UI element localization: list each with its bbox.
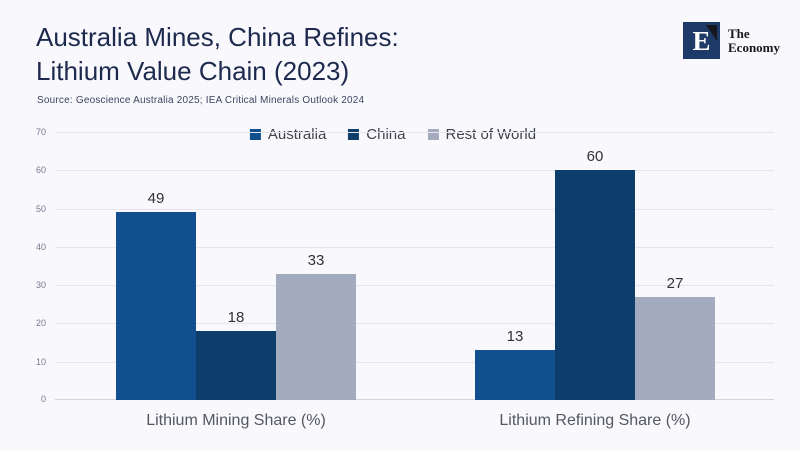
- gridline-y0: [55, 399, 774, 400]
- bar-australia: 49: [116, 190, 196, 400]
- gridline-y30: [55, 285, 774, 286]
- gridline-y60: [55, 170, 774, 171]
- y-tick-label: 40: [35, 242, 46, 252]
- bar-rest-of-world: 33: [276, 252, 356, 400]
- bar-value-label: 13: [506, 328, 524, 345]
- chart-legend: Australia China Rest of World: [249, 126, 536, 143]
- logo-mark: E: [683, 22, 720, 59]
- y-tick-label: 60: [35, 165, 46, 175]
- gridline-y40: [55, 247, 774, 248]
- logo-wordmark-line2: Economy: [728, 40, 780, 55]
- bar-group-2: 13 60 27: [475, 132, 715, 400]
- logo-wordmark-line1: The: [728, 26, 750, 41]
- legend-swatch-icon: [249, 129, 261, 140]
- source-note: Source: Geoscience Australia 2025; IEA C…: [37, 95, 365, 106]
- legend-label: Rest of World: [445, 126, 537, 143]
- x-category-label: Lithium Refining Share (%): [499, 412, 691, 429]
- bar-value-label: 49: [147, 190, 165, 207]
- gridline-y70: [55, 132, 774, 133]
- logo-wedge-icon: [706, 25, 717, 41]
- legend-item-rest-of-world: Rest of World: [427, 126, 536, 143]
- logo-wordmark: The Economy: [728, 27, 780, 59]
- legend-swatch-icon: [348, 129, 360, 140]
- bar-value-label: 60: [586, 148, 604, 165]
- chart-title-line1: Australia Mines, China Refines:: [36, 22, 399, 52]
- bar-rest-of-world: 27: [635, 275, 715, 400]
- legend-item-australia: Australia: [249, 126, 327, 143]
- logo-letter: E: [692, 25, 711, 56]
- legend-label: China: [366, 126, 406, 143]
- x-category-label: Lithium Mining Share (%): [146, 412, 326, 429]
- bar-value-label: 27: [666, 275, 684, 292]
- chart-title-line2: Lithium Value Chain (2023): [36, 56, 350, 86]
- bar-australia: 13: [475, 328, 555, 400]
- brand-logo: E The Economy: [683, 22, 780, 59]
- bar-value-label: 33: [307, 252, 325, 269]
- y-tick-label: 50: [35, 204, 46, 214]
- y-tick-label: 70: [35, 127, 46, 137]
- bar-china: 18: [196, 309, 276, 400]
- legend-item-china: China: [348, 126, 405, 143]
- y-tick-label: 30: [35, 280, 46, 290]
- y-tick-label: 10: [35, 357, 46, 367]
- plot-area: 0 10 20 30 40 50 60 70 49 18 33 13 60 27: [36, 127, 774, 404]
- bar-value-label: 18: [227, 309, 245, 326]
- gridline-y20: [55, 323, 774, 324]
- y-tick-label: 20: [35, 318, 46, 328]
- chart-title: Australia Mines, China Refines: Lithium …: [36, 20, 399, 88]
- gridline-y50: [55, 209, 774, 210]
- legend-label: Australia: [267, 126, 327, 143]
- y-tick-label: 0: [40, 394, 46, 404]
- gridline-y10: [55, 362, 774, 363]
- legend-swatch-icon: [427, 129, 439, 140]
- bar-group-1: 49 18 33: [116, 132, 356, 400]
- bar-china: 60: [555, 148, 635, 400]
